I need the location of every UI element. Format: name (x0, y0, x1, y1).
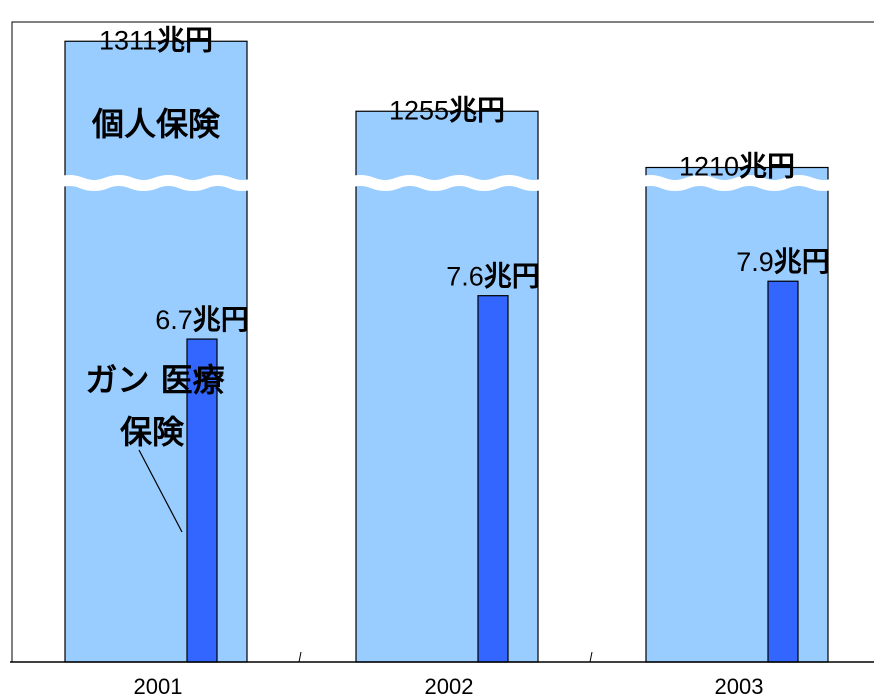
bar-cancer-medical-2001 (186, 338, 218, 663)
value-labels: 1311兆円 6.7兆円 1255兆円 7.6兆円 1210兆円 7.9兆円 (99, 23, 830, 336)
bar-individual-2003 (645, 166, 829, 663)
x-tick-labels: 2001 2002 2003 (134, 674, 764, 697)
value-label-cancer-medical-2003: 7.9兆円 (736, 245, 830, 278)
series-label-cancer-medical-line1: ガン 医療 (85, 361, 225, 399)
bars-cancer-medical-insurance (186, 280, 799, 663)
x-tick-2001: 2001 (134, 674, 183, 697)
series-label-leader-line (138, 449, 183, 533)
series-label-individual-insurance: 個人保険 (91, 105, 221, 143)
axis-break-2001 (51, 175, 261, 191)
bar-cancer-medical-2002 (477, 295, 509, 663)
value-label-individual-2001: 1311兆円 (99, 23, 213, 56)
bar-individual-2002 (355, 110, 539, 663)
value-label-individual-2002: 1255兆円 (389, 93, 505, 126)
axis-breaks (51, 175, 842, 191)
axis-break-2002 (342, 175, 552, 191)
series-label-cancer-medical-line2: 保険 (120, 413, 185, 451)
value-label-cancer-medical-2002: 7.6兆円 (446, 260, 540, 293)
x-axis-divider-1 (298, 651, 302, 663)
x-tick-2002: 2002 (425, 674, 474, 697)
value-label-individual-2003: 1210兆円 (679, 150, 795, 183)
value-label-cancer-medical-2001: 6.7兆円 (155, 303, 249, 336)
bar-cancer-medical-2003 (767, 280, 799, 663)
x-axis-divider-2 (589, 651, 593, 663)
axis-break-2003 (632, 175, 842, 191)
x-tick-2003: 2003 (715, 674, 764, 697)
